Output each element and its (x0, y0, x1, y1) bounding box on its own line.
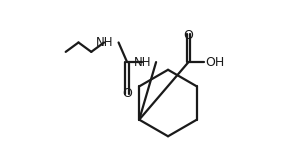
Text: O: O (184, 29, 193, 42)
Text: NH: NH (133, 56, 151, 69)
Text: NH: NH (96, 36, 113, 49)
Text: O: O (122, 88, 132, 100)
Text: OH: OH (206, 56, 225, 69)
